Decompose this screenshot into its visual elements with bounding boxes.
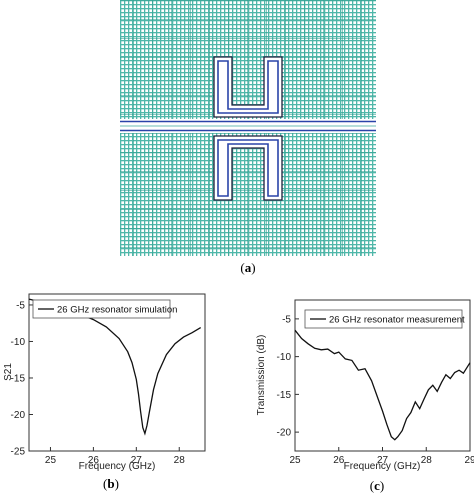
upper-u-resonator [213,56,283,118]
series-line-simulation [28,298,202,436]
x-tick-label: 28 [174,455,186,466]
panel-b-label: (b) [103,476,119,491]
lower-u-resonator [213,135,283,201]
series-line-measurement [294,329,471,441]
resonator-layout: (a) [120,0,376,275]
legend-b: 26 GHz resonator simulation [32,299,177,319]
y-ticks-b: -5 -10 -15 -20 -25 [11,300,33,458]
y-tick-label: -20 [11,410,26,421]
y-tick-label: -15 [277,390,292,401]
x-axis-label-c: Frequency (GHz) [344,461,421,472]
x-ticks-c: 25 26 27 28 29 [289,447,474,466]
y-tick-label: -10 [277,352,292,363]
y-tick-label: -15 [11,373,26,384]
x-tick-label: 27 [131,455,143,466]
y-tick-label: -20 [277,428,292,439]
legend-c: 26 GHz resonator measurement [304,309,465,329]
y-tick-label: -5 [282,314,291,325]
x-tick-label: 26 [333,455,345,466]
plot-frame-b [28,293,206,452]
legend-label-c: 26 GHz resonator measurement [329,315,465,326]
y-ticks-c: -5 -10 -15 -20 [277,314,299,439]
x-tick-label: 27 [377,455,389,466]
x-ticks-b: 25 26 27 28 [45,447,185,466]
x-tick-label: 25 [45,455,57,466]
y-axis-label-c: Transmission (dB) [256,335,267,416]
x-axis-label-b: Frequency (GHz) [79,461,156,472]
chart-simulation: -5 -10 -15 -20 -25 25 26 27 28 26 GHz resonator… [3,293,206,491]
legend-label-b: 26 GHz resonator simulation [57,305,177,316]
panel-a-label: (a) [240,260,255,275]
x-tick-label: 28 [421,455,433,466]
x-tick-label: 26 [88,455,100,466]
y-tick-label: -5 [16,300,25,311]
transmission-line [120,119,376,133]
x-tick-label: 25 [289,455,301,466]
y-tick-label: -10 [11,337,26,348]
y-tick-label: -25 [11,447,26,458]
chart-measurement: -5 -10 -15 -20 25 26 27 28 29 26 GHz resonator … [256,299,474,493]
x-tick-label: 29 [464,455,474,466]
panel-c-label: (c) [370,478,384,493]
y-axis-label-b: S21 [3,363,14,381]
